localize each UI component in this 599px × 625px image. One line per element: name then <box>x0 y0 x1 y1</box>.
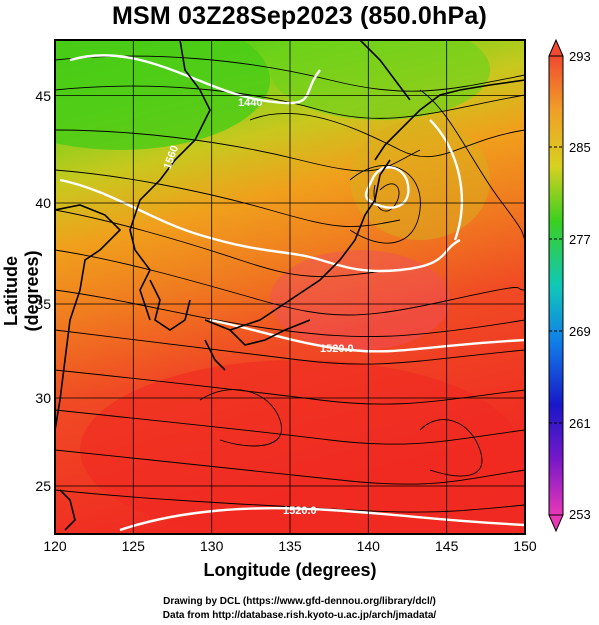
plot-title: MSM 03Z28Sep2023 (850.0hPa) <box>111 2 488 30</box>
contour-label: 1520.0 <box>283 505 317 517</box>
coastlines <box>55 40 525 531</box>
x-tick-label: 125 <box>122 538 146 554</box>
colorbar-top-triangle <box>548 38 564 57</box>
x-tick-label: 135 <box>278 538 302 554</box>
y-tick-label: 45 <box>35 88 51 104</box>
contour-label-group: 1440 1520.0 1520.0 1560 <box>162 97 354 517</box>
x-axis-label: Longitude (degrees) <box>203 560 377 580</box>
x-tick-labels: 120 125 130 135 140 145 150 <box>43 538 537 554</box>
grid-lines <box>55 40 525 534</box>
height-contours <box>59 54 525 532</box>
x-tick-label: 120 <box>43 538 67 554</box>
y-tick-labels: 25 30 35 40 45 <box>35 88 51 494</box>
y-tick-label: 25 <box>35 478 51 494</box>
streamlines <box>55 55 525 513</box>
colorbar-tick-label: 293 <box>569 49 591 64</box>
colorbar-tick-label: 253 <box>569 507 591 522</box>
contour-label: 1520.0 <box>320 343 354 355</box>
colorbar: 293 285 277 269 261 253 <box>548 38 591 533</box>
y-axis-label: Latitude (degrees) <box>1 250 42 332</box>
colorbar-tick-label: 277 <box>569 232 591 247</box>
colorbar-tick-label: 285 <box>569 140 591 155</box>
colorbar-bottom-triangle <box>548 514 564 533</box>
x-tick-label: 145 <box>435 538 459 554</box>
colorbar-tick-label: 269 <box>569 324 591 339</box>
credit-drawing: Drawing by DCL (https://www.gfd-dennou.o… <box>163 596 436 607</box>
credit-data: Data from http://database.rish.kyoto-u.a… <box>162 610 437 621</box>
x-tick-label: 150 <box>513 538 537 554</box>
contour-label: 1440 <box>238 97 262 109</box>
x-tick-label: 140 <box>357 538 381 554</box>
colorbar-tick-label: 261 <box>569 416 591 431</box>
y-tick-label: 35 <box>35 296 51 312</box>
plot-frame <box>54 39 526 535</box>
y-tick-label: 40 <box>35 195 51 211</box>
y-tick-label: 30 <box>35 390 51 406</box>
x-tick-label: 130 <box>200 538 224 554</box>
colorbar-bar <box>548 55 564 516</box>
